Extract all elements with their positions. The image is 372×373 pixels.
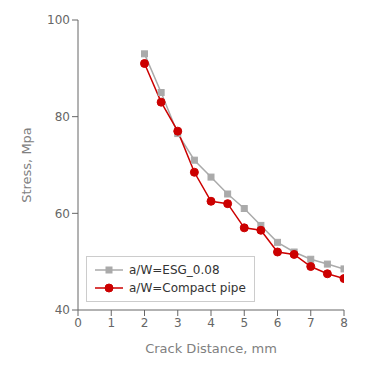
svg-text:2: 2 xyxy=(141,316,149,330)
svg-text:4: 4 xyxy=(207,316,215,330)
svg-text:8: 8 xyxy=(340,316,348,330)
svg-text:1: 1 xyxy=(107,316,115,330)
svg-text:0: 0 xyxy=(74,316,82,330)
svg-text:60: 60 xyxy=(55,207,70,221)
svg-text:Stress, Mpa: Stress, Mpa xyxy=(19,127,34,203)
svg-text:7: 7 xyxy=(307,316,315,330)
svg-text:100: 100 xyxy=(47,13,70,27)
svg-text:5: 5 xyxy=(240,316,248,330)
html-text:a/W=Compact pipe: a/W=Compact pipe xyxy=(129,281,246,295)
html-text:a/W=ESG_0.08: a/W=ESG_0.08 xyxy=(129,263,220,277)
svg-text:3: 3 xyxy=(174,316,182,330)
svg-text:Crack Distance, mm: Crack Distance, mm xyxy=(145,341,277,356)
svg-text:80: 80 xyxy=(55,110,70,124)
svg-text:6: 6 xyxy=(274,316,282,330)
svg-text:40: 40 xyxy=(55,303,70,317)
